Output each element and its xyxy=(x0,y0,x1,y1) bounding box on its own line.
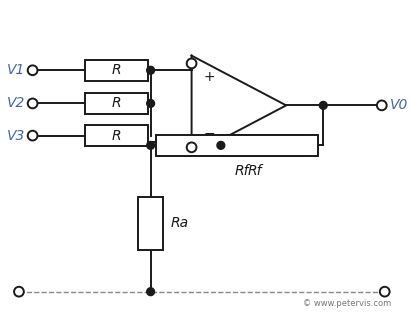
Text: R: R xyxy=(112,63,121,77)
Circle shape xyxy=(147,66,155,74)
Text: +: + xyxy=(203,70,215,84)
Bar xyxy=(221,135,309,156)
Bar xyxy=(155,135,319,156)
Text: Rf: Rf xyxy=(235,164,249,178)
Bar xyxy=(85,60,148,81)
Bar xyxy=(85,93,148,114)
Circle shape xyxy=(147,100,155,107)
Text: V0: V0 xyxy=(390,98,408,112)
Text: R: R xyxy=(112,96,121,110)
Circle shape xyxy=(217,141,225,149)
Circle shape xyxy=(14,287,24,297)
Bar xyxy=(85,125,148,146)
Text: V3: V3 xyxy=(7,129,25,143)
Circle shape xyxy=(319,101,327,109)
Circle shape xyxy=(147,288,155,296)
Circle shape xyxy=(380,287,390,297)
Circle shape xyxy=(28,65,37,75)
Text: −: − xyxy=(203,127,215,141)
Text: V2: V2 xyxy=(7,96,25,110)
Bar xyxy=(139,196,163,250)
Circle shape xyxy=(377,100,387,110)
Circle shape xyxy=(28,131,37,140)
Circle shape xyxy=(187,59,196,68)
Text: Ra: Ra xyxy=(171,216,189,230)
Text: R: R xyxy=(112,129,121,143)
Text: Rf: Rf xyxy=(248,164,262,178)
Circle shape xyxy=(28,99,37,108)
Text: © www.petervis.com: © www.petervis.com xyxy=(303,299,392,308)
Text: V1: V1 xyxy=(7,63,25,77)
Circle shape xyxy=(187,142,196,152)
Circle shape xyxy=(147,141,155,149)
